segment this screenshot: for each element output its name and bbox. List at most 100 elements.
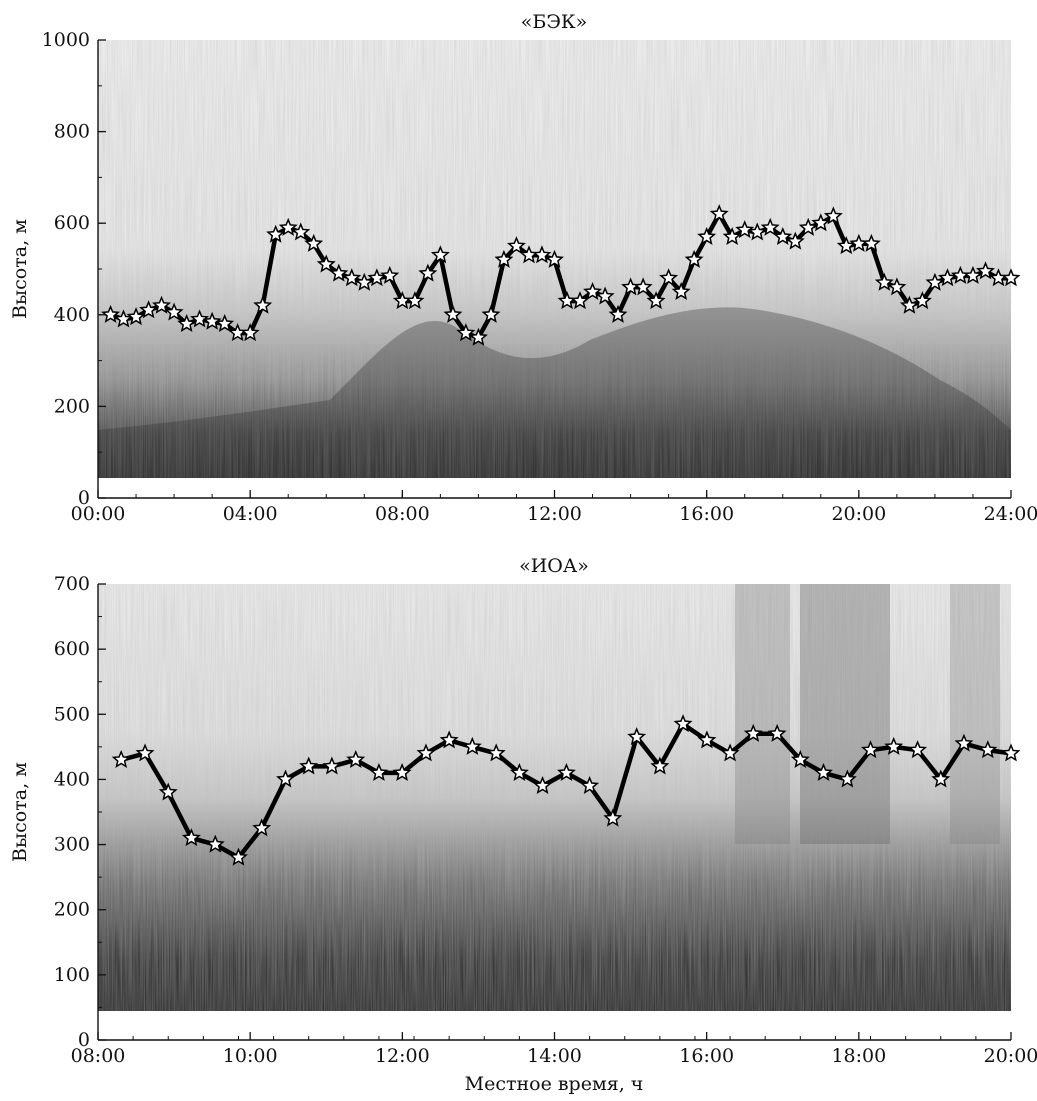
- data-point: [266, 224, 286, 243]
- data-point: [836, 236, 856, 255]
- data-point: [954, 733, 974, 752]
- backscatter-image: [98, 584, 1011, 1011]
- data-point: [430, 245, 450, 264]
- data-point: [190, 309, 210, 328]
- y-tick-label: 200: [54, 899, 90, 921]
- y-tick-label: 600: [54, 212, 90, 234]
- data-point: [650, 756, 670, 775]
- data-point: [556, 762, 576, 781]
- data-point: [278, 217, 298, 236]
- data-point: [252, 818, 272, 837]
- x-tick-label: 24:00: [984, 503, 1037, 525]
- data-point: [304, 233, 324, 252]
- data-point: [747, 222, 767, 241]
- data-point: [316, 254, 336, 273]
- data-point: [735, 220, 755, 239]
- x-tick-label: 12:00: [527, 503, 582, 525]
- chart-title: «ИОА»: [519, 555, 589, 577]
- chart-bek: «БЭК» 00:00 04:00 08:00 12:00 16:00 20:00 24:0…: [9, 11, 1037, 525]
- data-point: [354, 272, 374, 291]
- data-point: [760, 217, 780, 236]
- data-point: [240, 323, 260, 342]
- data-point: [205, 834, 225, 853]
- data-point: [346, 749, 366, 768]
- data-point: [887, 277, 907, 296]
- data-point: [976, 261, 995, 280]
- data-point: [462, 736, 482, 755]
- data-point: [633, 277, 653, 296]
- y-tick-label: 0: [78, 1029, 90, 1051]
- x-tick-label: 10:00: [223, 1045, 278, 1067]
- data-point: [743, 723, 763, 742]
- data-point: [773, 226, 793, 245]
- data-point: [443, 304, 463, 323]
- data-point: [709, 204, 729, 223]
- data-point: [322, 756, 342, 775]
- y-tick-label: 400: [54, 304, 90, 326]
- data-point: [963, 265, 983, 284]
- data-point: [823, 206, 843, 225]
- x-tick-label: 08:00: [375, 503, 430, 525]
- data-point: [215, 314, 235, 333]
- data-point: [468, 327, 488, 346]
- data-point: [627, 727, 647, 746]
- data-point: [697, 226, 717, 245]
- data-point: [135, 743, 155, 762]
- data-point: [580, 775, 600, 794]
- data-point: [456, 323, 476, 342]
- data-point: [646, 291, 666, 310]
- data-point: [291, 222, 311, 241]
- data-point: [494, 249, 514, 268]
- data-point: [570, 291, 590, 310]
- data-point: [101, 304, 121, 323]
- data-point: [1001, 268, 1021, 287]
- y-tick-label: 700: [54, 573, 90, 595]
- data-point: [416, 743, 436, 762]
- y-tick-label: 500: [54, 703, 90, 725]
- data-point: [608, 304, 628, 323]
- data-point: [931, 769, 951, 788]
- x-tick-label: 04:00: [223, 503, 278, 525]
- data-point: [111, 749, 131, 768]
- data-point: [342, 268, 362, 287]
- data-point: [937, 268, 957, 287]
- data-point: [509, 762, 529, 781]
- x-tick-label: 18:00: [831, 1045, 886, 1067]
- y-tick-label: 1000: [42, 29, 90, 51]
- x-tick-label: 14:00: [527, 1045, 582, 1067]
- y-tick-label: 200: [54, 395, 90, 417]
- x-tick-label: 16:00: [679, 1045, 734, 1067]
- data-point: [673, 714, 693, 733]
- data-point: [253, 295, 273, 314]
- data-point: [595, 286, 615, 305]
- y-axis-label: Высота, м: [9, 219, 31, 319]
- data-point: [837, 769, 857, 788]
- data-point: [158, 782, 178, 801]
- data-point: [392, 762, 412, 781]
- y-tick-label: 400: [54, 768, 90, 790]
- data-point: [367, 268, 387, 287]
- data-point: [1001, 743, 1021, 762]
- data-point: [299, 756, 319, 775]
- data-point: [418, 263, 438, 282]
- data-point: [114, 309, 133, 328]
- data-point: [912, 291, 932, 310]
- x-tick-label: 20:00: [984, 1045, 1037, 1067]
- data-point: [380, 265, 400, 284]
- data-point: [722, 226, 742, 245]
- data-point: [481, 304, 501, 323]
- data-point: [978, 740, 998, 759]
- data-point: [684, 249, 704, 268]
- data-point: [659, 268, 679, 287]
- data-point: [276, 769, 295, 788]
- data-point: [861, 740, 881, 759]
- data-point: [811, 213, 831, 232]
- data-point: [202, 311, 222, 330]
- x-tick-label: 20:00: [831, 503, 886, 525]
- chart-ioa: «ИОА» 08:00 10:00 12:00 14:00 16:00 18:00 20:0…: [9, 555, 1037, 1095]
- data-point: [798, 217, 818, 236]
- data-point: [533, 775, 553, 794]
- data-point: [925, 272, 945, 291]
- data-point: [181, 828, 201, 847]
